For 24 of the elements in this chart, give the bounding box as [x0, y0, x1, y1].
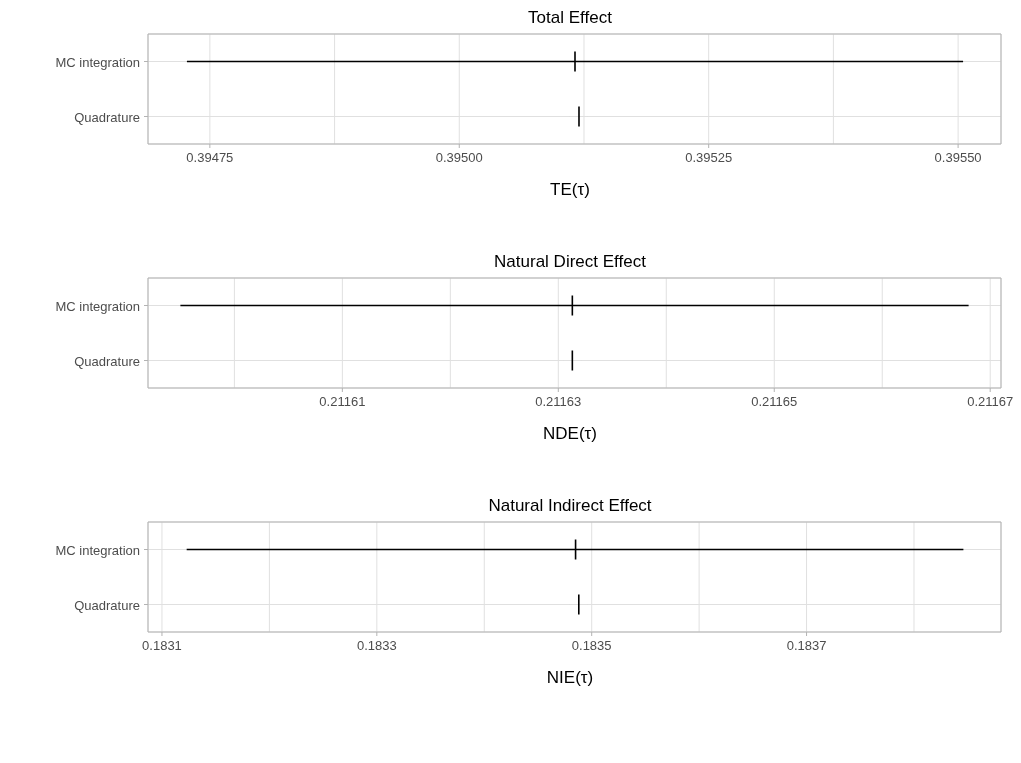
x-tick-label: 0.21165 — [751, 394, 798, 409]
y-tick-label: Quadrature — [74, 353, 140, 369]
chart-title: Natural Direct Effect — [493, 252, 647, 273]
x-tick-label: 0.1831 — [142, 638, 182, 653]
x-tick-label: 0.1837 — [786, 638, 827, 653]
chart-title: Total Effect — [527, 8, 613, 29]
y-tick-label: MC integration — [55, 54, 140, 70]
x-axis-title: NDE(τ) — [542, 424, 598, 444]
y-tick-label: Quadrature — [74, 597, 140, 613]
chart-title: Natural Indirect Effect — [487, 496, 653, 517]
y-tick-label: MC integration — [55, 542, 140, 558]
x-axis-title: NIE(τ) — [545, 668, 595, 688]
x-tick-label: 0.1833 — [356, 638, 397, 653]
x-tick-label: 0.21161 — [319, 394, 366, 409]
y-tick-label: Quadrature — [74, 109, 140, 125]
x-tick-label: 0.39550 — [934, 150, 982, 165]
x-tick-label: 0.39500 — [435, 150, 483, 165]
x-tick-label: 0.39475 — [186, 150, 234, 165]
x-tick-label: 0.21163 — [535, 394, 582, 409]
x-tick-label: 0.39525 — [685, 150, 733, 165]
x-tick-label: 0.1835 — [571, 638, 612, 653]
y-tick-label: MC integration — [55, 298, 140, 314]
x-axis-title: TE(τ) — [549, 180, 591, 200]
x-tick-label: 0.21167 — [967, 394, 1014, 409]
